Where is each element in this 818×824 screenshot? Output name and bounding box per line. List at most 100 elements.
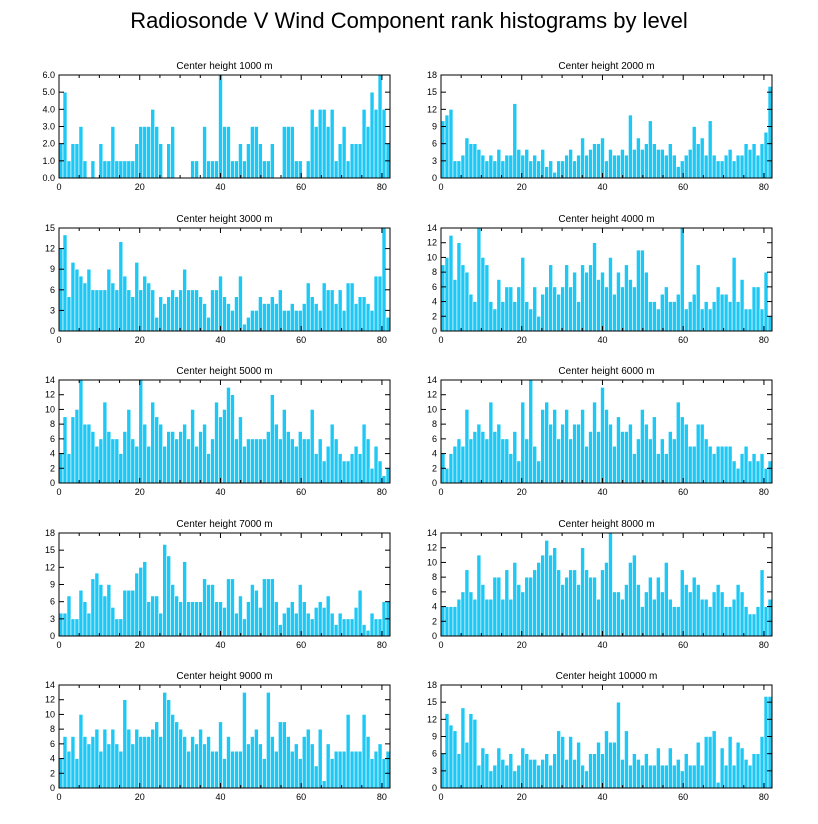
bar	[628, 279, 633, 332]
bar	[345, 618, 351, 637]
bar	[246, 601, 251, 637]
bar	[468, 591, 474, 637]
bar	[309, 296, 315, 332]
y-tick-label: 10	[45, 404, 55, 414]
bar	[250, 584, 255, 637]
bar	[444, 257, 450, 332]
bar	[668, 431, 673, 484]
bar	[632, 453, 637, 484]
bar	[520, 401, 526, 484]
bar	[110, 282, 116, 332]
bar	[361, 423, 367, 484]
bar	[616, 701, 621, 789]
bar	[703, 438, 709, 484]
bar	[472, 143, 478, 179]
bar	[218, 74, 223, 179]
bar	[254, 126, 259, 179]
bar	[556, 569, 561, 637]
x-tick-label: 40	[215, 640, 225, 650]
x-tick-label: 40	[215, 335, 225, 345]
bar	[62, 416, 68, 484]
x-tick-label: 20	[135, 182, 145, 192]
bar	[385, 750, 391, 789]
bar	[568, 736, 573, 789]
bar	[516, 764, 522, 789]
bar	[361, 624, 367, 637]
bar	[321, 780, 327, 789]
bar	[270, 143, 275, 179]
bar	[552, 547, 557, 637]
bar	[695, 264, 701, 332]
bar	[548, 554, 553, 637]
bar	[480, 747, 486, 789]
bar	[644, 143, 649, 179]
bar	[664, 154, 669, 179]
bar	[278, 624, 283, 637]
y-tick-label: 6	[50, 597, 55, 607]
bar	[636, 584, 641, 637]
bar	[751, 613, 757, 637]
bar	[206, 453, 211, 484]
bar	[648, 120, 653, 179]
bar	[90, 578, 96, 637]
bar	[675, 166, 681, 179]
bar	[297, 431, 303, 484]
bar	[214, 160, 219, 179]
bar	[508, 753, 514, 789]
bar	[632, 286, 637, 332]
bar	[218, 416, 223, 484]
bar	[313, 607, 319, 637]
bar	[683, 308, 689, 332]
bar	[652, 764, 657, 789]
panel-5: Center height 5000 m 0 20 40 60 80 0 2 4 6 8 10 12 14	[45, 366, 391, 497]
bar	[194, 445, 199, 484]
bar	[580, 547, 585, 637]
bar	[274, 750, 279, 789]
bar	[194, 743, 199, 789]
bar	[604, 562, 609, 637]
bar	[94, 572, 100, 637]
y-tick-label: 14	[45, 375, 55, 385]
bar	[536, 562, 542, 637]
y-tick-label: 3	[432, 766, 437, 776]
bar	[735, 584, 741, 637]
y-tick-label: 15	[427, 87, 437, 97]
bar	[341, 126, 347, 179]
bar	[66, 296, 72, 332]
bar	[337, 612, 343, 637]
bar	[532, 286, 538, 332]
y-tick-label: 3.0	[42, 122, 55, 132]
bar	[731, 160, 737, 179]
bar	[202, 423, 207, 484]
bar	[150, 595, 156, 637]
bar	[357, 453, 363, 484]
y-tick-label: 0	[432, 326, 437, 336]
panel-title: Center height 8000 m	[558, 519, 654, 530]
bar	[556, 160, 561, 179]
bar	[464, 741, 470, 789]
bar	[568, 438, 573, 484]
bar	[544, 286, 549, 332]
bar	[317, 310, 323, 332]
bar	[313, 303, 319, 332]
bar	[560, 584, 565, 637]
x-tick-label: 40	[597, 792, 607, 802]
bar	[739, 154, 745, 179]
y-tick-label: 12	[427, 390, 437, 400]
bar	[373, 275, 379, 332]
bar	[580, 264, 585, 332]
bar	[668, 598, 673, 637]
bar	[592, 576, 597, 637]
bar	[309, 109, 315, 179]
bar	[230, 310, 235, 332]
bar	[588, 264, 593, 332]
bar	[572, 759, 577, 789]
bar	[468, 143, 474, 179]
y-tick-label: 6	[50, 434, 55, 444]
x-tick-label: 60	[296, 182, 306, 192]
bar	[448, 109, 454, 179]
bar	[536, 764, 542, 789]
bar	[540, 149, 545, 179]
bar	[270, 578, 275, 637]
bar	[648, 301, 653, 332]
